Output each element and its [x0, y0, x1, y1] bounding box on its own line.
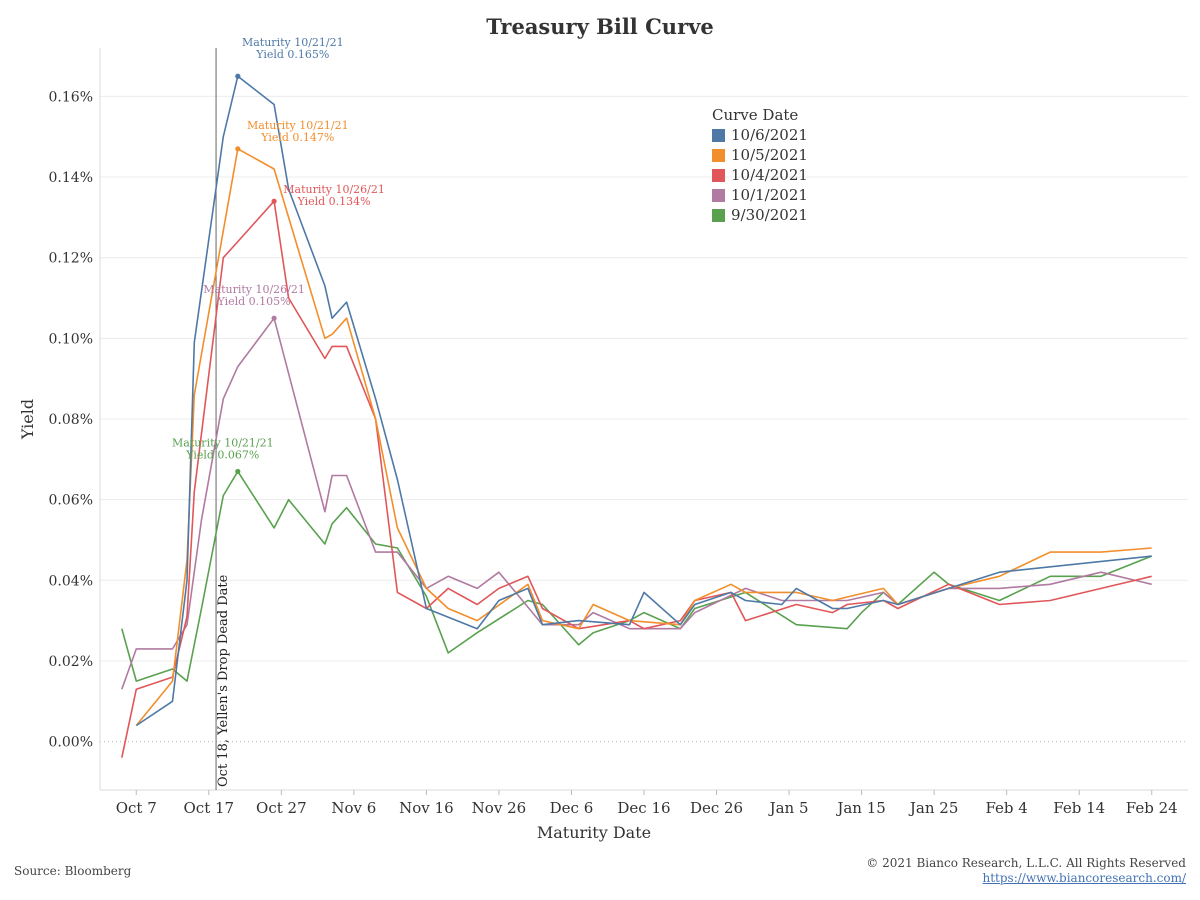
x-tick-label: Feb 14 — [1053, 799, 1105, 817]
legend-swatch — [712, 148, 725, 162]
legend-item: 10/5/2021 — [712, 145, 808, 165]
annotation-label: Maturity 10/21/21 — [172, 436, 274, 449]
series-line-10-6-2021 — [135, 75, 1152, 727]
website-link[interactable]: https://www.biancoresearch.com/ — [982, 871, 1186, 885]
x-axis-title: Maturity Date — [537, 823, 651, 842]
annotation-label: Maturity 10/21/21 — [242, 36, 344, 49]
x-tick-label: Nov 16 — [399, 799, 454, 817]
x-tick-label: Dec 6 — [550, 799, 594, 817]
y-tick-label: 0.14% — [49, 170, 93, 186]
gridlines — [100, 95, 1188, 743]
x-tick-label: Oct 17 — [184, 799, 235, 817]
x-tick-label: Oct 7 — [116, 799, 157, 817]
y-tick-label: 0.02% — [49, 654, 93, 670]
x-tick-label: Dec 26 — [690, 799, 743, 817]
annotation-marker — [271, 315, 277, 321]
y-tick-label: 0.04% — [49, 573, 93, 589]
annotation-label: Yield 0.105% — [217, 295, 291, 308]
annotation-label: Yield 0.134% — [297, 195, 371, 208]
reference-line-group: Oct 18, Yellen's Drop Dead Date — [215, 48, 231, 790]
y-tick-label: 0.10% — [49, 331, 93, 347]
x-tick-label: Jan 15 — [835, 799, 885, 817]
copyright-text: © 2021 Bianco Research, L.L.C. All Right… — [866, 856, 1186, 870]
series-line-10-5-2021 — [135, 148, 1152, 727]
reference-line-label: Oct 18, Yellen's Drop Dead Date — [216, 574, 231, 787]
annotation-marker — [235, 146, 241, 152]
series-line-10-4-2021 — [121, 200, 1152, 758]
y-tick-label: 0.06% — [49, 493, 93, 509]
x-tick-label: Dec 16 — [617, 799, 670, 817]
legend-swatch — [712, 168, 725, 182]
annotation-marker — [271, 198, 277, 204]
legend-swatch — [712, 188, 725, 202]
copyright-block: © 2021 Bianco Research, L.L.C. All Right… — [866, 856, 1186, 886]
annotation-label: Yield 0.147% — [260, 131, 334, 144]
y-tick-label: 0.08% — [49, 412, 93, 428]
legend-swatch — [712, 128, 725, 142]
x-tick-label: Oct 27 — [256, 799, 307, 817]
y-tick-label: 0.12% — [49, 251, 93, 267]
series-line-10-1-2021 — [121, 317, 1152, 690]
y-tick-label: 0.16% — [49, 89, 93, 105]
y-tick-label: 0.00% — [49, 735, 93, 751]
x-tick-label: Jan 5 — [768, 799, 809, 817]
axes: 0.00% 0.02% 0.04% 0.06% 0.08% 0.10% 0.12% 0.14%… — [18, 48, 1188, 842]
legend-item: 10/6/2021 — [712, 125, 808, 145]
legend-label: 10/5/2021 — [731, 146, 808, 164]
annotation-label: Maturity 10/26/21 — [283, 183, 385, 196]
legend-item: 10/4/2021 — [712, 165, 808, 185]
annotation-label: Maturity 10/26/21 — [203, 283, 305, 296]
legend-label: 9/30/2021 — [731, 206, 808, 224]
source-note: Source: Bloomberg — [14, 864, 132, 878]
annotation-label: Yield 0.165% — [255, 48, 329, 61]
legend-item: 9/30/2021 — [712, 205, 808, 225]
legend: Curve Date 10/6/2021 10/5/2021 10/4/2021 10… — [712, 106, 808, 225]
x-tick-label: Jan 25 — [908, 799, 958, 817]
annotation-marker — [235, 73, 241, 79]
chart-title: Treasury Bill Curve — [486, 14, 714, 39]
series-lines — [121, 75, 1152, 758]
annotation-label: Maturity 10/21/21 — [247, 119, 349, 132]
legend-item: 10/1/2021 — [712, 185, 808, 205]
x-tick-label: Feb 24 — [1126, 799, 1178, 817]
y-axis-title: Yield — [18, 399, 37, 440]
legend-label: 10/6/2021 — [731, 126, 808, 144]
legend-title: Curve Date — [712, 106, 799, 124]
annotation-marker — [235, 468, 241, 475]
x-tick-label: Nov 6 — [331, 799, 376, 817]
x-tick-label: Nov 26 — [472, 799, 527, 817]
x-tick-label: Feb 4 — [985, 799, 1027, 817]
legend-label: 10/4/2021 — [731, 166, 808, 184]
legend-swatch — [712, 208, 725, 222]
legend-label: 10/1/2021 — [731, 186, 808, 204]
annotation-label: Yield 0.067% — [185, 448, 259, 461]
